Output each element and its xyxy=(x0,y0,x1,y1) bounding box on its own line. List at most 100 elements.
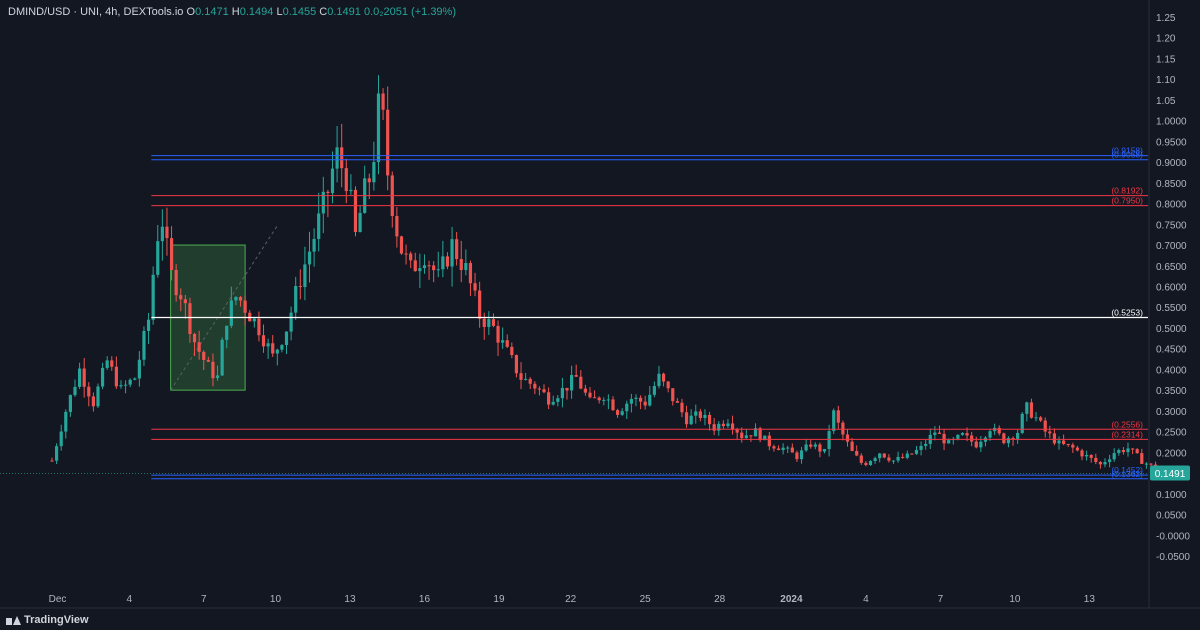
candle-body xyxy=(215,375,220,379)
candle-body xyxy=(482,318,486,327)
candle-body xyxy=(501,340,505,343)
candle-body xyxy=(776,448,781,451)
low-value: 0.1455 xyxy=(282,6,317,18)
candle-body xyxy=(1034,417,1038,419)
candle-body xyxy=(340,147,344,169)
candle-body xyxy=(473,283,477,291)
candle-body xyxy=(487,319,491,327)
price-tick-label: 0.4500 xyxy=(1156,345,1187,356)
level-label: (0.7950) xyxy=(1111,196,1143,206)
candle-body xyxy=(836,410,840,423)
candle-body xyxy=(1062,440,1066,445)
candle-body xyxy=(1016,432,1020,439)
candle-body xyxy=(901,456,905,458)
candle-body xyxy=(197,342,201,352)
candle-body xyxy=(298,286,302,288)
candle-body xyxy=(629,398,633,404)
candle-body xyxy=(1066,444,1070,446)
candle-body xyxy=(551,401,555,405)
candle-body xyxy=(1126,448,1130,453)
candle-body xyxy=(749,435,753,437)
candle-body xyxy=(91,396,95,407)
candle-body xyxy=(524,378,528,380)
candle-body xyxy=(533,383,537,389)
price-tick-label: 0.7500 xyxy=(1156,220,1187,231)
price-tick-label: 0.8000 xyxy=(1156,200,1187,211)
change-value: 0.0₂2051 (+1.39%) xyxy=(363,6,456,18)
candle-body xyxy=(1048,431,1052,434)
candle-body xyxy=(353,189,358,232)
candle-body xyxy=(864,462,868,466)
candle-body xyxy=(455,239,459,260)
brand-name: TradingView xyxy=(24,614,89,626)
time-axis[interactable]: Dec 4 7 10 13 16 19 22 25 28 2024 4 7 10 13 xyxy=(0,594,1200,609)
price-tick-label: 0.8500 xyxy=(1156,179,1187,190)
candle-body xyxy=(1149,463,1153,465)
candle-body xyxy=(648,394,652,406)
price-tick-label: 0.0500 xyxy=(1156,511,1187,522)
candle-body xyxy=(947,440,951,444)
candle-body xyxy=(735,429,739,433)
price-tick-label: 0.6000 xyxy=(1156,283,1187,294)
candle-body xyxy=(321,191,325,214)
candle-body xyxy=(82,368,86,387)
price-tick-label: 0.5000 xyxy=(1156,324,1187,335)
candle-body xyxy=(799,450,804,460)
candle-body xyxy=(615,410,620,415)
candle-body xyxy=(1135,449,1139,454)
symbol-info[interactable]: DMIND/USD · UNI, 4h, DEXTools.io xyxy=(8,6,184,18)
candle-body xyxy=(891,460,896,462)
candle-body xyxy=(763,435,767,441)
candle-body xyxy=(887,457,891,461)
candle-body xyxy=(974,441,978,448)
candle-body xyxy=(878,453,882,459)
candle-body xyxy=(96,386,100,407)
candle-body xyxy=(174,270,178,296)
candle-body xyxy=(560,387,565,399)
candle-body xyxy=(183,299,187,304)
candle-body xyxy=(1094,457,1098,462)
candle-body xyxy=(1071,444,1075,448)
candle-body xyxy=(638,397,643,402)
tradingview-brand[interactable]: TradingView xyxy=(6,614,89,626)
candle-body xyxy=(1075,447,1080,451)
candle-body xyxy=(399,236,404,254)
candle-body xyxy=(712,424,716,431)
candle-body xyxy=(703,414,707,418)
candle-body xyxy=(625,403,629,412)
candle-body xyxy=(1130,448,1135,450)
candle-body xyxy=(786,447,790,449)
time-tick-label: 10 xyxy=(270,594,282,605)
candle-body xyxy=(1025,402,1029,414)
candle-body xyxy=(813,444,817,447)
price-tick-label: 1.15 xyxy=(1156,54,1176,65)
candle-body xyxy=(1052,433,1057,444)
time-tick-label: 7 xyxy=(938,594,944,605)
trend-guide-line xyxy=(170,224,279,391)
candle-body xyxy=(409,253,413,261)
level-label: (0.8192) xyxy=(1111,186,1143,196)
candle-body xyxy=(1039,417,1043,421)
candle-body xyxy=(404,253,408,255)
level-label: (0.2314) xyxy=(1111,429,1143,439)
candle-body xyxy=(344,168,348,192)
last-price-badge[interactable] xyxy=(1150,465,1190,481)
candle-body xyxy=(1117,450,1121,454)
candle-body xyxy=(758,428,762,441)
level-label: (0.1452) xyxy=(1111,465,1143,475)
candle-body xyxy=(1103,462,1107,465)
candle-body xyxy=(330,168,335,193)
candle-body xyxy=(169,238,174,271)
price-axis[interactable]: 1.25 1.20 1.15 1.10 1.05 1.0000 0.9500 0.9000 0.… xyxy=(1148,0,1190,608)
candle-body xyxy=(119,385,123,387)
candle-body xyxy=(717,423,721,431)
close-value: 0.1491 xyxy=(327,6,361,18)
price-tick-label: 0.1000 xyxy=(1156,490,1187,501)
candle-body xyxy=(478,290,482,319)
price-tick-label: 0.9000 xyxy=(1156,158,1187,169)
candle-body xyxy=(795,452,799,460)
candle-body xyxy=(519,373,523,380)
candle-body xyxy=(395,215,399,237)
candle-body xyxy=(376,93,381,163)
